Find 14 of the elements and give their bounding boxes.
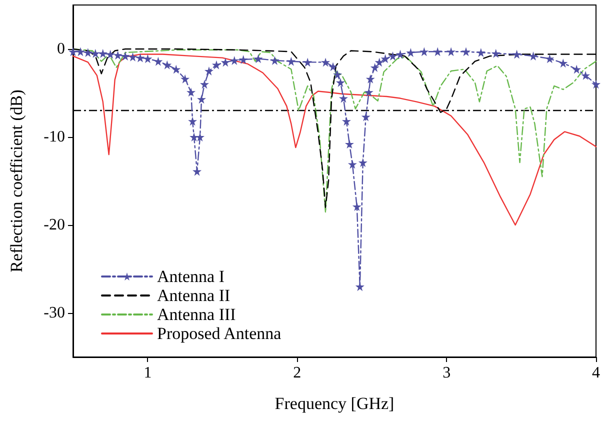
x-tick-label: 3 xyxy=(442,364,451,382)
legend-label: Antenna I xyxy=(157,267,225,286)
x-axis-title: Frequency [GHz] xyxy=(274,394,394,413)
legend-label: Antenna II xyxy=(157,286,230,305)
x-tick-label: 2 xyxy=(293,364,302,382)
x-tick-label: 1 xyxy=(144,364,152,382)
x-tick-label: 4 xyxy=(592,364,600,382)
y-tick-label: -10 xyxy=(44,128,65,146)
legend-label: Proposed Antenna xyxy=(157,324,282,343)
y-tick-label: -20 xyxy=(44,216,65,234)
legend-label: Antenna III xyxy=(157,305,236,324)
y-tick-label: 0 xyxy=(57,40,65,58)
y-axis-title: Reflection coefficient (dB) xyxy=(7,90,26,272)
y-tick-label: -30 xyxy=(44,304,65,322)
